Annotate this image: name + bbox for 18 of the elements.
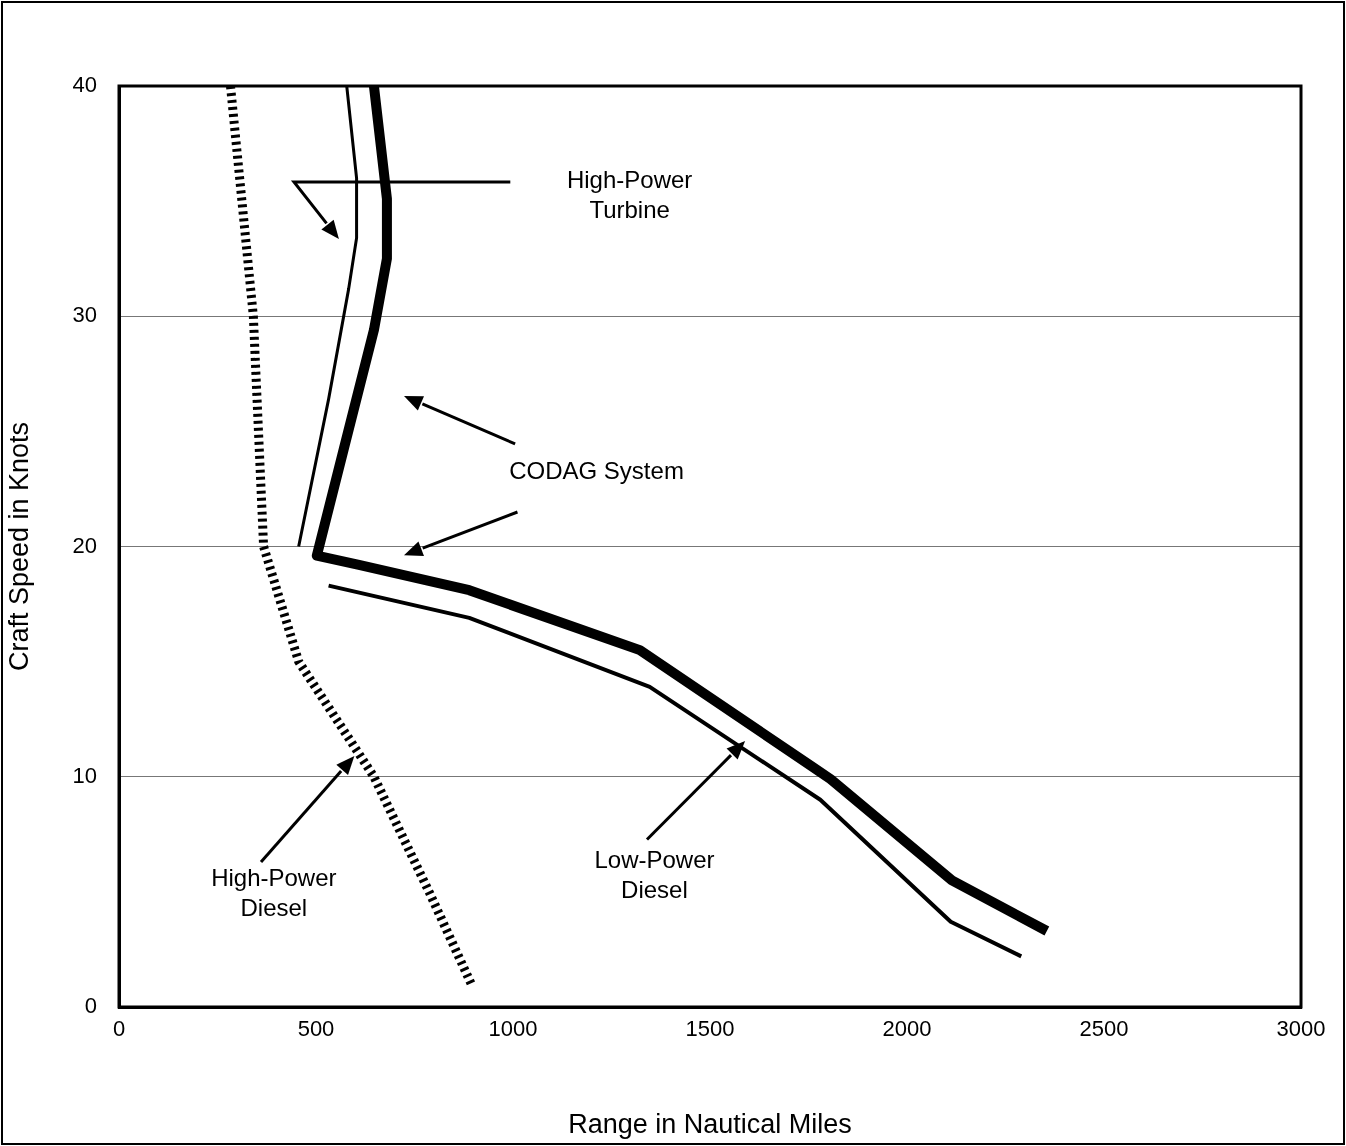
y-axis-title: Craft Speed in Knots (3, 421, 34, 672)
y-tick-label: 0 (84, 993, 97, 1019)
x-tick-label: 2500 (1079, 1016, 1129, 1042)
x-tick-label: 0 (112, 1016, 126, 1042)
annotation: CODAG System (509, 457, 684, 485)
annotation: High-Power Turbine (566, 166, 693, 224)
y-tick-label: 40 (72, 72, 97, 98)
y-tick-label: 30 (72, 302, 97, 328)
x-tick-label: 3000 (1276, 1016, 1326, 1042)
x-tick-label: 1500 (685, 1016, 735, 1042)
annotation: High-Power Diesel (211, 864, 337, 922)
annotation: Low-Power Diesel (594, 845, 715, 903)
y-tick-label: 10 (72, 762, 97, 788)
y-tick-label: 20 (72, 532, 97, 558)
x-tick-label: 1000 (488, 1016, 538, 1042)
x-axis-title: Range in Nautical Miles (568, 1109, 852, 1140)
x-tick-label: 2000 (882, 1016, 932, 1042)
x-tick-label: 500 (297, 1016, 335, 1042)
